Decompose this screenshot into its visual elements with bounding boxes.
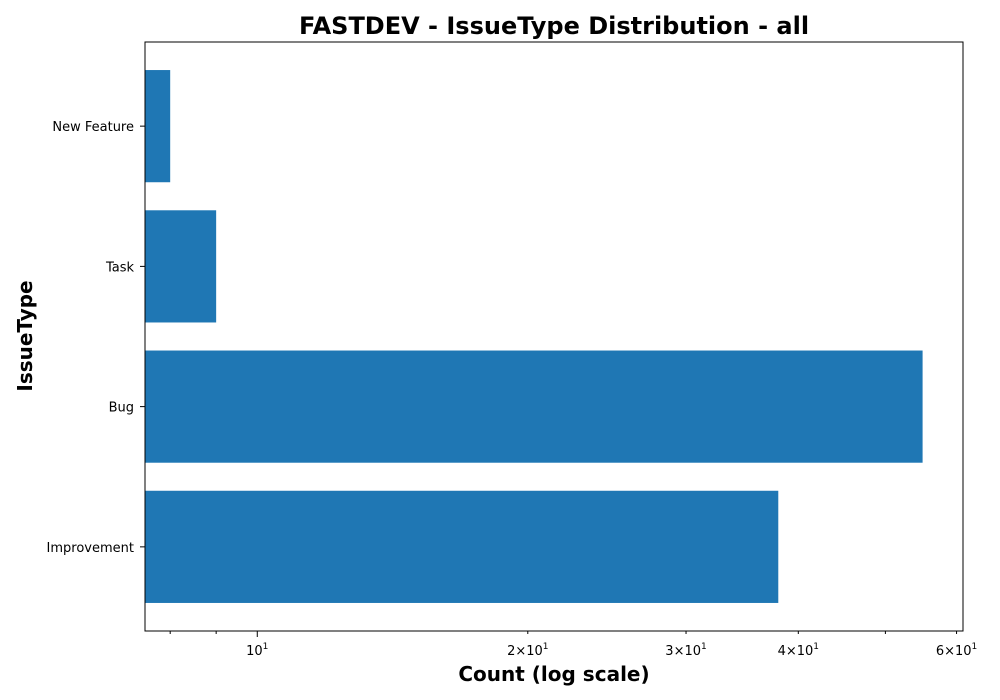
y-tick-label-improvement: Improvement	[47, 541, 134, 556]
plot-frame	[144, 41, 964, 632]
x-tick-label-30: 3×101	[665, 642, 706, 659]
bars-layer	[145, 70, 923, 603]
y-tick-label-bug: Bug	[109, 401, 134, 416]
x-tick-label-40: 4×101	[778, 642, 819, 659]
x-axis: 101 2×101 3×101 4×101 6×101	[169, 631, 977, 659]
y-tick-label-task: Task	[105, 260, 135, 275]
y-axis-label: IssueType	[13, 280, 37, 391]
chart-title: FASTDEV - IssueType Distribution - all	[299, 12, 809, 40]
bar-new-feature	[145, 70, 171, 183]
y-axis: Improvement Bug Task New Feature	[47, 120, 145, 556]
x-axis-label: Count (log scale)	[458, 662, 649, 686]
y-tick-label-new-feature: New Feature	[52, 120, 134, 135]
bar-improvement	[145, 490, 779, 603]
x-tick-label-10: 101	[246, 642, 268, 659]
bar-task	[145, 210, 217, 323]
x-tick-label-60: 6×101	[936, 642, 977, 659]
x-tick-label-20: 2×101	[507, 642, 548, 659]
bar-bug	[145, 350, 923, 463]
